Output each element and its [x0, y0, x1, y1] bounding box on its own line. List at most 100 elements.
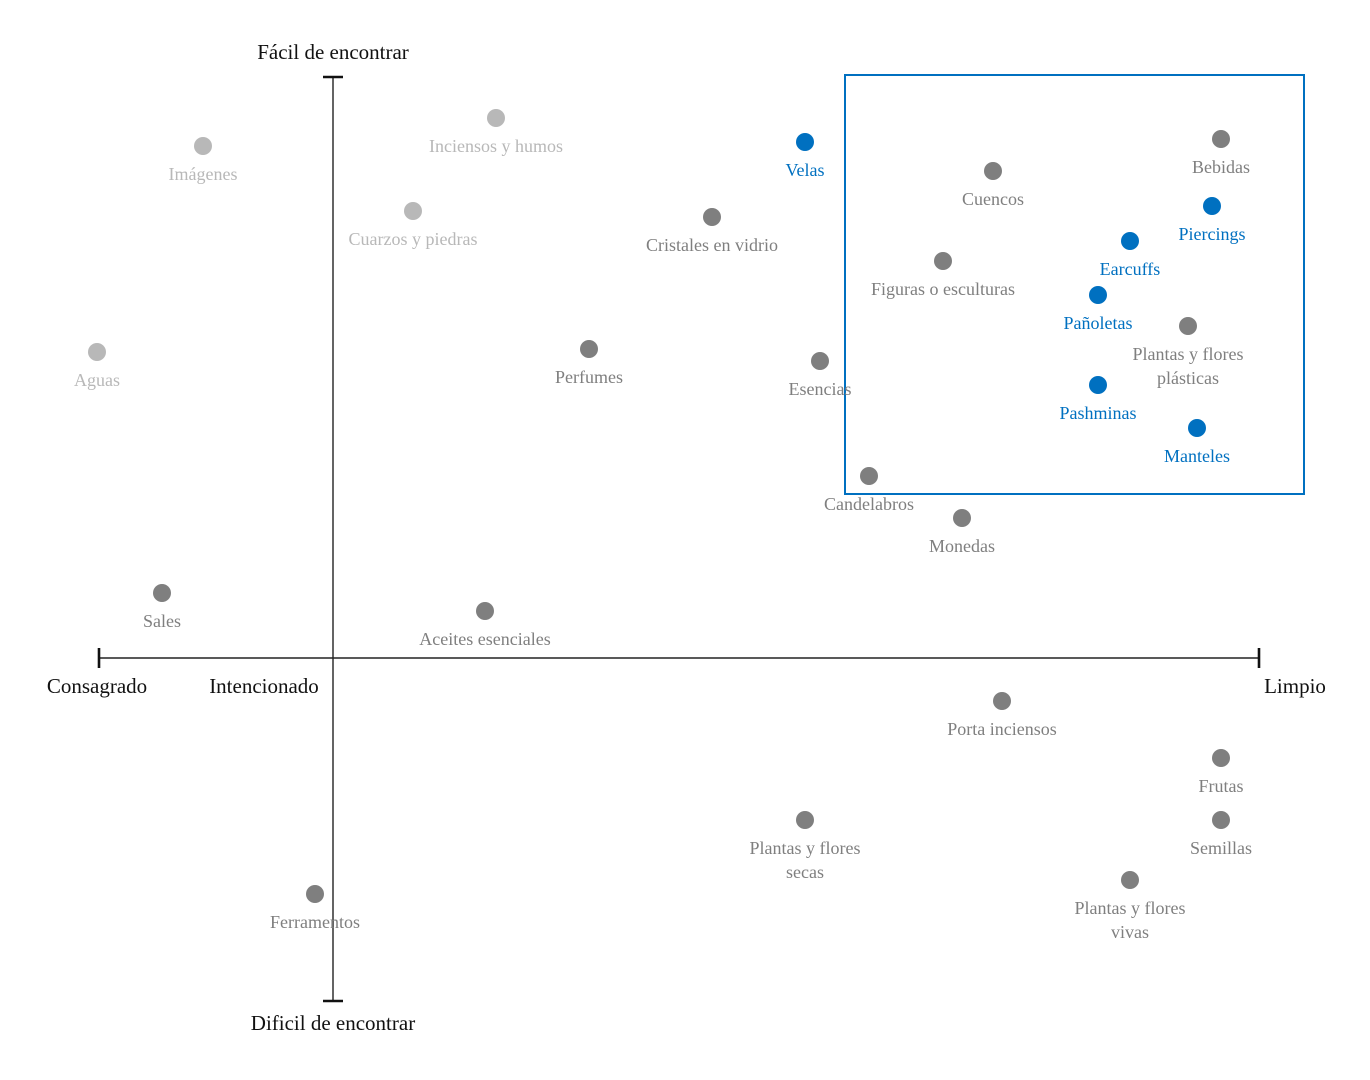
item-label: Sales [143, 611, 181, 631]
item-label: Earcuffs [1100, 259, 1161, 279]
item-marker [88, 343, 106, 361]
item-marker [487, 109, 505, 127]
item-semillas: Semillas [1190, 811, 1252, 858]
item-marker [1089, 286, 1107, 304]
item-aceites-esenciales: Aceites esenciales [419, 602, 551, 649]
item-candelabros: Candelabros [824, 467, 914, 514]
item-marker [796, 811, 814, 829]
item-plantas-y-flores-secas: Plantas y flores secas [750, 811, 861, 882]
item-label-line: Piercings [1179, 224, 1246, 244]
item-label: Plantas y flores vivas [1075, 898, 1186, 942]
item-label: Piercings [1179, 224, 1246, 244]
item-velas: Velas [786, 133, 825, 180]
item-label-line: Aguas [74, 370, 120, 390]
item-perfumes: Perfumes [555, 340, 623, 387]
item-earcuffs: Earcuffs [1100, 232, 1161, 279]
item-label-line: Manteles [1164, 446, 1230, 466]
item-label: Plantas y flores secas [750, 838, 861, 882]
item-label-line: Aceites esenciales [419, 629, 550, 649]
item-label: Cuencos [962, 189, 1024, 209]
axis-label-left-inner: Intencionado [209, 674, 319, 698]
item-marker [306, 885, 324, 903]
item-label: Candelabros [824, 494, 914, 514]
item-label: Cuarzos y piedras [349, 229, 478, 249]
item-figuras-o-esculturas: Figuras o esculturas [871, 252, 1015, 299]
item-label-line: Velas [786, 160, 825, 180]
item-label-line: Cuencos [962, 189, 1024, 209]
item-label-line: Earcuffs [1100, 259, 1161, 279]
item-label-line: Semillas [1190, 838, 1252, 858]
item-marker [1188, 419, 1206, 437]
item-marker [953, 509, 971, 527]
item-label: Porta inciensos [947, 719, 1057, 739]
item-marker [1121, 871, 1139, 889]
item-label-line: Monedas [929, 536, 995, 556]
item-marker [984, 162, 1002, 180]
item-marker [1212, 811, 1230, 829]
item-monedas: Monedas [929, 509, 995, 556]
axis-label-right: Limpio [1264, 674, 1326, 698]
item-label: Pashminas [1059, 403, 1136, 423]
horizontal-axis: Consagrado Intencionado Limpio [47, 648, 1326, 698]
item-label: Cristales en vidrio [646, 235, 778, 255]
item-label-line: Perfumes [555, 367, 623, 387]
item-plantas-y-flores-plasticas: Plantas y flores plásticas [1133, 317, 1244, 388]
item-marker [1121, 232, 1139, 250]
item-label: Frutas [1199, 776, 1244, 796]
item-label: Ferramentos [270, 912, 360, 932]
item-label: Esencias [789, 379, 852, 399]
item-label: Velas [786, 160, 825, 180]
item-label-line: Plantas y flores [750, 838, 861, 858]
item-label-line: Imágenes [169, 164, 238, 184]
item-imagenes: Imágenes [169, 137, 238, 184]
item-cuencos: Cuencos [962, 162, 1024, 209]
item-label: Figuras o esculturas [871, 279, 1015, 299]
item-bebidas: Bebidas [1192, 130, 1250, 177]
item-points: Imágenes Inciensos y humos Cuarzos y piedr… [74, 109, 1252, 942]
item-cuarzos-y-piedras: Cuarzos y piedras [349, 202, 478, 249]
item-label: Aceites esenciales [419, 629, 550, 649]
item-label-line: Esencias [789, 379, 852, 399]
item-marker [1179, 317, 1197, 335]
item-label-line: Frutas [1199, 776, 1244, 796]
axis-label-bottom: Dificil de encontrar [251, 1011, 415, 1035]
item-marker [1203, 197, 1221, 215]
item-label-line: Cristales en vidrio [646, 235, 778, 255]
item-marker [194, 137, 212, 155]
item-marker [993, 692, 1011, 710]
item-label-line: Sales [143, 611, 181, 631]
item-aguas: Aguas [74, 343, 120, 390]
item-marker [580, 340, 598, 358]
item-manteles: Manteles [1164, 419, 1230, 466]
vertical-axis: Fácil de encontrar Dificil de encontrar [251, 40, 415, 1035]
item-esencias: Esencias [789, 352, 852, 399]
item-label-line: Ferramentos [270, 912, 360, 932]
item-label-line: vivas [1111, 922, 1149, 942]
item-label-line: Bebidas [1192, 157, 1250, 177]
axis-label-top: Fácil de encontrar [257, 40, 409, 64]
item-frutas: Frutas [1199, 749, 1244, 796]
item-pashminas: Pashminas [1059, 376, 1137, 423]
item-marker [796, 133, 814, 151]
item-label-line: Plantas y flores [1133, 344, 1244, 364]
item-marker [153, 584, 171, 602]
item-label-line: Porta inciensos [947, 719, 1057, 739]
item-label-line: Plantas y flores [1075, 898, 1186, 918]
axis-label-left-outer: Consagrado [47, 674, 147, 698]
item-label-line: secas [786, 862, 824, 882]
item-plantas-y-flores-vivas: Plantas y flores vivas [1075, 871, 1186, 942]
item-label: Inciensos y humos [429, 136, 563, 156]
item-cristales-en-vidrio: Cristales en vidrio [646, 208, 778, 255]
item-marker [934, 252, 952, 270]
item-marker [811, 352, 829, 370]
item-label: Bebidas [1192, 157, 1250, 177]
item-label: Manteles [1164, 446, 1230, 466]
highlight-region-box [844, 74, 1305, 495]
item-panoletas: Pañoletas [1064, 286, 1133, 333]
item-marker [1212, 749, 1230, 767]
item-label-line: Candelabros [824, 494, 914, 514]
item-piercings: Piercings [1179, 197, 1246, 244]
item-sales: Sales [143, 584, 181, 631]
item-label-line: Figuras o esculturas [871, 279, 1015, 299]
